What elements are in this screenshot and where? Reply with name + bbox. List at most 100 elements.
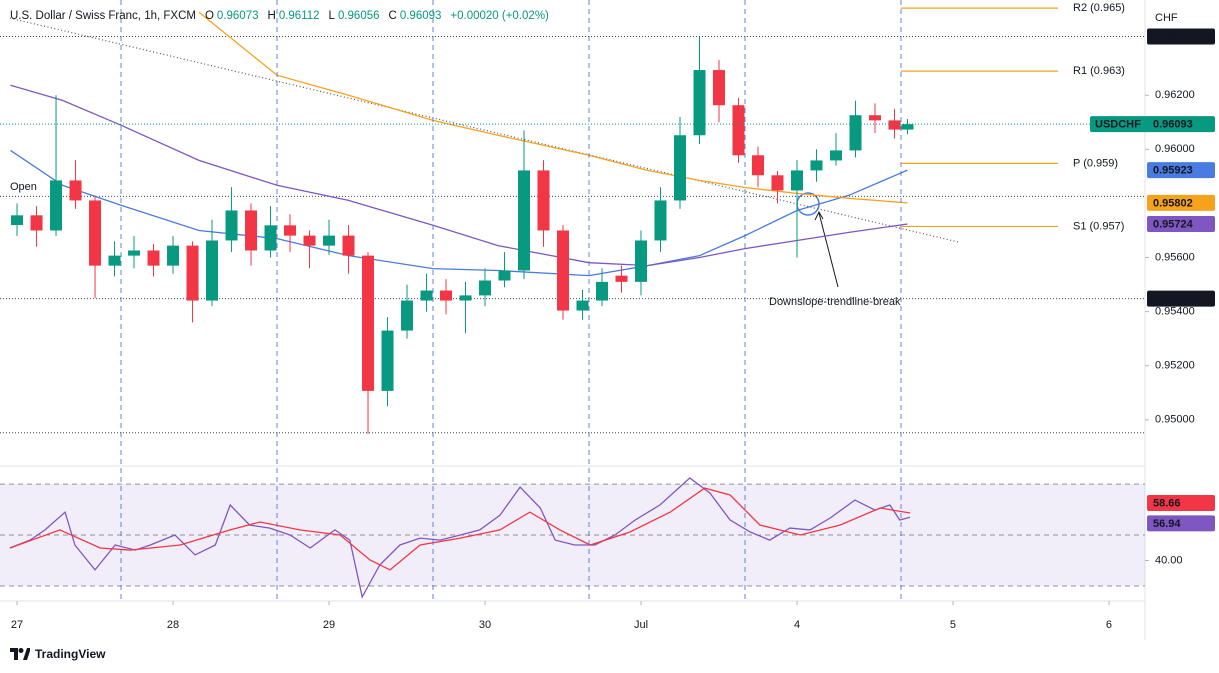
logo	[10, 648, 30, 660]
candle-body	[830, 150, 843, 161]
level-tag: 0.95448	[1153, 293, 1193, 305]
candle-body	[615, 275, 628, 282]
y-tick-label: 0.95000	[1155, 414, 1195, 426]
pivot-label: R2 (0.965)	[1073, 2, 1125, 14]
candle-body	[128, 250, 141, 256]
x-tick-label: 30	[479, 619, 491, 631]
candle-body	[108, 255, 121, 266]
candle-body	[674, 135, 687, 201]
candle-body	[50, 180, 63, 231]
moving-average	[10, 84, 908, 267]
rsi-tag: 58.66	[1153, 497, 1181, 509]
ohlc-value: 0.96093	[399, 10, 442, 22]
ohlc-value: 0.96073	[216, 10, 259, 22]
candle-body	[732, 105, 745, 156]
pivot-label: R1 (0.963)	[1073, 65, 1125, 77]
y-tick-label: 0.96200	[1155, 89, 1195, 101]
ma-tag: 0.95802	[1153, 197, 1193, 209]
candle-body	[323, 235, 336, 246]
ma-tag-bg	[1147, 215, 1215, 232]
candle-body	[245, 210, 258, 251]
candle-body	[459, 295, 472, 301]
pivot-label: S1 (0.957)	[1073, 220, 1124, 232]
candle-body	[901, 124, 914, 130]
annotation-arrow	[818, 212, 839, 288]
brand: TradingView	[35, 647, 106, 661]
candle-body	[401, 300, 414, 331]
y-tick-label: 0.95200	[1155, 360, 1195, 372]
candle-body	[888, 120, 901, 130]
candle-body	[537, 170, 550, 231]
level-tag: 0.96417	[1153, 31, 1193, 43]
candle-body	[810, 160, 823, 171]
candle-body	[381, 330, 394, 391]
ma-tag-bg	[1147, 194, 1215, 211]
candle-body	[771, 175, 784, 191]
candle-body	[420, 290, 433, 301]
candle-body	[479, 280, 492, 296]
main-panel	[0, 11, 1145, 434]
y-tick-label: 0.95400	[1155, 306, 1195, 318]
rsi-tag-bg	[1147, 515, 1215, 532]
candle-body	[498, 270, 511, 281]
candle-body	[791, 170, 804, 191]
rsi-panel	[0, 477, 1145, 599]
x-tick-label: 28	[167, 619, 179, 631]
candle-body	[264, 225, 277, 251]
rsi-tag-bg	[1147, 494, 1215, 511]
ma-tag-bg	[1147, 162, 1215, 179]
ohlc-key: C	[388, 10, 397, 22]
open-label: Open	[10, 181, 37, 193]
symbol-tag-bg	[1090, 116, 1215, 133]
candle-body	[557, 230, 570, 311]
last-price-tag: 0.96093	[1153, 119, 1193, 131]
y-tick-label: 0.95600	[1155, 251, 1195, 263]
y-tick-label: 40.00	[1155, 554, 1183, 566]
ma-tag: 0.95923	[1153, 165, 1193, 177]
candle-body	[303, 235, 316, 246]
candle-body	[693, 70, 706, 136]
candle-body	[713, 70, 726, 106]
footer: TradingView	[10, 647, 105, 661]
candle-body	[654, 200, 667, 241]
level-tag-bg	[1147, 290, 1215, 307]
candle-body	[284, 225, 297, 236]
candle-body	[147, 250, 160, 266]
candle-body	[167, 245, 180, 266]
x-tick-label: 29	[323, 619, 335, 631]
ohlc-key: H	[267, 10, 276, 22]
annotation: Downslope-trendline-break	[769, 296, 901, 308]
candle-body	[752, 155, 765, 176]
symbol-tag: USDCHF	[1095, 119, 1141, 131]
candle-body	[89, 200, 102, 266]
x-tick-label: 5	[950, 619, 956, 631]
candle-body	[576, 300, 589, 311]
candle-body	[868, 115, 881, 121]
x-tick-label: 6	[1106, 619, 1112, 631]
candle-body	[440, 290, 453, 301]
header: U.S. Dollar / Swiss Franc, 1h, FXCM O 0.9…	[10, 10, 549, 22]
level-tag-bg	[1147, 28, 1215, 45]
x-tick-label: Jul	[634, 619, 648, 631]
x-tick-label: 4	[794, 619, 800, 631]
candle-body	[342, 235, 355, 256]
ohlc-value: 0.96112	[278, 10, 320, 22]
ohlc-value: 0.96056	[337, 10, 380, 22]
candle-body	[362, 255, 375, 391]
candle-body	[635, 240, 648, 282]
candle-body	[30, 215, 43, 231]
symbol-title: U.S. Dollar / Swiss Franc, 1h, FXCM	[10, 10, 196, 22]
change: +0.00020 (+0.02%)	[450, 10, 549, 22]
candle-body	[225, 210, 238, 241]
ma-tag: 0.95724	[1153, 218, 1194, 230]
annotation-arrowhead	[814, 210, 824, 221]
candle-body	[849, 115, 862, 151]
ohlc-key: O	[204, 10, 214, 22]
moving-average	[198, 11, 908, 204]
currency-label: CHF	[1155, 12, 1178, 24]
candle-body	[596, 281, 609, 301]
ohlc-key: L	[328, 10, 335, 22]
pivot-label: P (0.959)	[1073, 157, 1118, 169]
